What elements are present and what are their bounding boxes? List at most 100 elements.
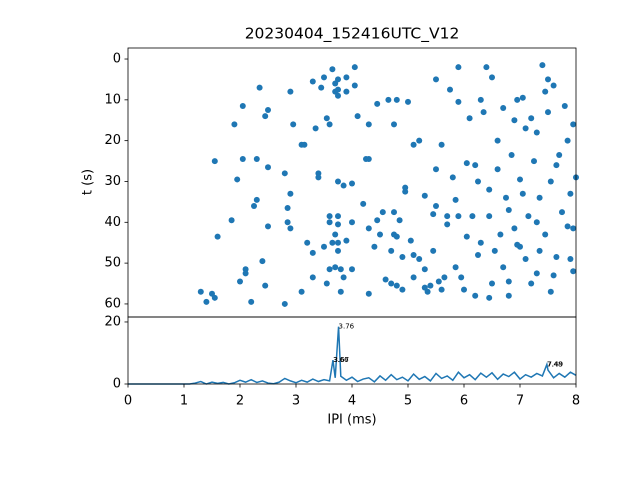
- point: [329, 239, 336, 246]
- point: [304, 239, 311, 246]
- point: [475, 251, 481, 258]
- point: [570, 121, 577, 128]
- point: [349, 266, 355, 273]
- point: [550, 272, 557, 279]
- point: [463, 160, 470, 167]
- point: [371, 243, 378, 250]
- point: [511, 117, 518, 124]
- point: [505, 278, 512, 285]
- point: [452, 196, 459, 203]
- point: [197, 288, 204, 295]
- point: [365, 156, 372, 163]
- point: [393, 233, 400, 240]
- point: [329, 66, 336, 73]
- point: [284, 219, 291, 226]
- point: [231, 121, 238, 128]
- point: [332, 264, 339, 271]
- point: [508, 151, 515, 158]
- point: [542, 88, 549, 95]
- point: [388, 247, 395, 254]
- point: [416, 256, 423, 263]
- point: [351, 82, 358, 89]
- x-axis-label: IPI (ms): [327, 413, 376, 428]
- point: [416, 137, 423, 144]
- point: [315, 174, 322, 181]
- point: [458, 274, 465, 281]
- point: [265, 107, 271, 114]
- point: [433, 76, 439, 83]
- point: [253, 156, 260, 163]
- point: [343, 237, 350, 244]
- point: [402, 188, 409, 195]
- point: [533, 129, 540, 136]
- point: [385, 96, 392, 103]
- point: [391, 121, 397, 128]
- point: [550, 82, 557, 89]
- point: [340, 182, 347, 189]
- point: [337, 288, 344, 295]
- point: [335, 178, 341, 185]
- point: [284, 205, 291, 212]
- point: [351, 64, 358, 71]
- point: [349, 180, 355, 187]
- point: [545, 76, 551, 83]
- x-tick-label: 6: [460, 394, 468, 409]
- point: [553, 162, 560, 169]
- point: [335, 92, 341, 99]
- point: [444, 221, 451, 228]
- axes-frame: [127, 316, 577, 385]
- point: [343, 74, 350, 81]
- x-tick-label: 5: [404, 394, 412, 409]
- chart-title: 20230404_152416UTC_V12: [245, 25, 460, 44]
- point: [570, 225, 577, 232]
- y-tick-label: 0: [113, 52, 121, 67]
- x-tick-label: 4: [348, 394, 356, 409]
- point: [396, 217, 403, 224]
- x-tick-label: 1: [180, 394, 188, 409]
- point: [410, 274, 417, 281]
- point: [281, 300, 288, 307]
- point: [335, 76, 341, 83]
- point: [514, 96, 521, 103]
- point: [365, 290, 372, 297]
- point: [374, 100, 381, 107]
- point: [567, 190, 574, 197]
- point: [497, 231, 504, 238]
- point: [500, 264, 507, 271]
- point: [335, 221, 341, 228]
- point: [335, 247, 341, 254]
- point: [427, 282, 434, 289]
- point: [377, 231, 383, 238]
- point: [335, 213, 341, 220]
- line: [128, 326, 577, 385]
- point: [486, 294, 493, 301]
- point: [463, 233, 470, 240]
- point: [461, 286, 467, 293]
- point: [301, 141, 308, 148]
- point: [399, 286, 406, 293]
- point: [553, 253, 560, 260]
- point: [239, 156, 246, 163]
- point: [287, 225, 294, 232]
- point: [570, 268, 577, 275]
- x-tick-label: 7: [516, 394, 524, 409]
- point: [494, 166, 501, 173]
- y-tick-label: 20: [104, 133, 121, 148]
- point: [287, 88, 294, 95]
- point: [374, 217, 381, 224]
- point: [309, 274, 316, 281]
- point: [382, 276, 389, 283]
- point: [491, 247, 498, 254]
- y-tick-label: 0: [113, 377, 121, 392]
- y-tick-label: 30: [104, 174, 121, 189]
- point: [312, 125, 319, 132]
- point: [203, 298, 210, 305]
- point: [525, 213, 532, 220]
- point: [517, 176, 523, 183]
- point: [239, 102, 246, 109]
- point: [477, 239, 484, 246]
- point: [531, 158, 537, 165]
- point: [528, 115, 535, 122]
- point: [449, 174, 456, 181]
- y-axis-label: t (s): [81, 169, 96, 195]
